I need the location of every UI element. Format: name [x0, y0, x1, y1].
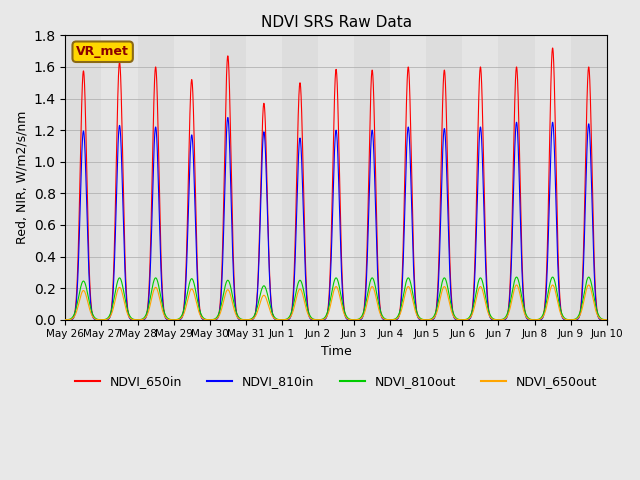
Bar	[607, 36, 640, 320]
Y-axis label: Red, NIR, W/m2/s/nm: Red, NIR, W/m2/s/nm	[15, 111, 28, 244]
Bar	[499, 36, 534, 320]
Bar	[138, 36, 173, 320]
Bar	[534, 36, 571, 320]
Bar	[318, 36, 354, 320]
Bar	[282, 36, 318, 320]
Bar	[571, 36, 607, 320]
Text: VR_met: VR_met	[76, 45, 129, 58]
Title: NDVI SRS Raw Data: NDVI SRS Raw Data	[260, 15, 412, 30]
Bar	[210, 36, 246, 320]
Bar	[390, 36, 426, 320]
Bar	[246, 36, 282, 320]
Bar	[462, 36, 499, 320]
Bar	[354, 36, 390, 320]
Legend: NDVI_650in, NDVI_810in, NDVI_810out, NDVI_650out: NDVI_650in, NDVI_810in, NDVI_810out, NDV…	[70, 370, 602, 393]
Bar	[426, 36, 462, 320]
Bar	[173, 36, 210, 320]
Bar	[65, 36, 102, 320]
Bar	[102, 36, 138, 320]
X-axis label: Time: Time	[321, 345, 351, 358]
